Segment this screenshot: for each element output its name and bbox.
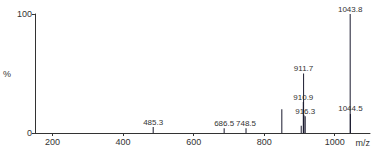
svg-text:0: 0 <box>27 128 32 138</box>
svg-text:400: 400 <box>116 137 131 147</box>
svg-text:200: 200 <box>45 137 60 147</box>
svg-text:1044.5: 1044.5 <box>338 104 363 113</box>
svg-text:748.5: 748.5 <box>236 119 257 128</box>
svg-text:1000: 1000 <box>325 137 345 147</box>
svg-text:1043.8: 1043.8 <box>338 5 363 14</box>
svg-text:910.9: 910.9 <box>293 93 314 102</box>
svg-text:%: % <box>3 69 11 79</box>
svg-text:911.7: 911.7 <box>294 64 314 73</box>
svg-text:m/z: m/z <box>356 138 371 148</box>
svg-text:485.3: 485.3 <box>143 118 164 127</box>
svg-text:800: 800 <box>257 137 272 147</box>
svg-text:686.5: 686.5 <box>214 119 235 128</box>
svg-text:600: 600 <box>186 137 201 147</box>
svg-text:100: 100 <box>17 9 32 19</box>
svg-text:916.3: 916.3 <box>295 107 316 116</box>
